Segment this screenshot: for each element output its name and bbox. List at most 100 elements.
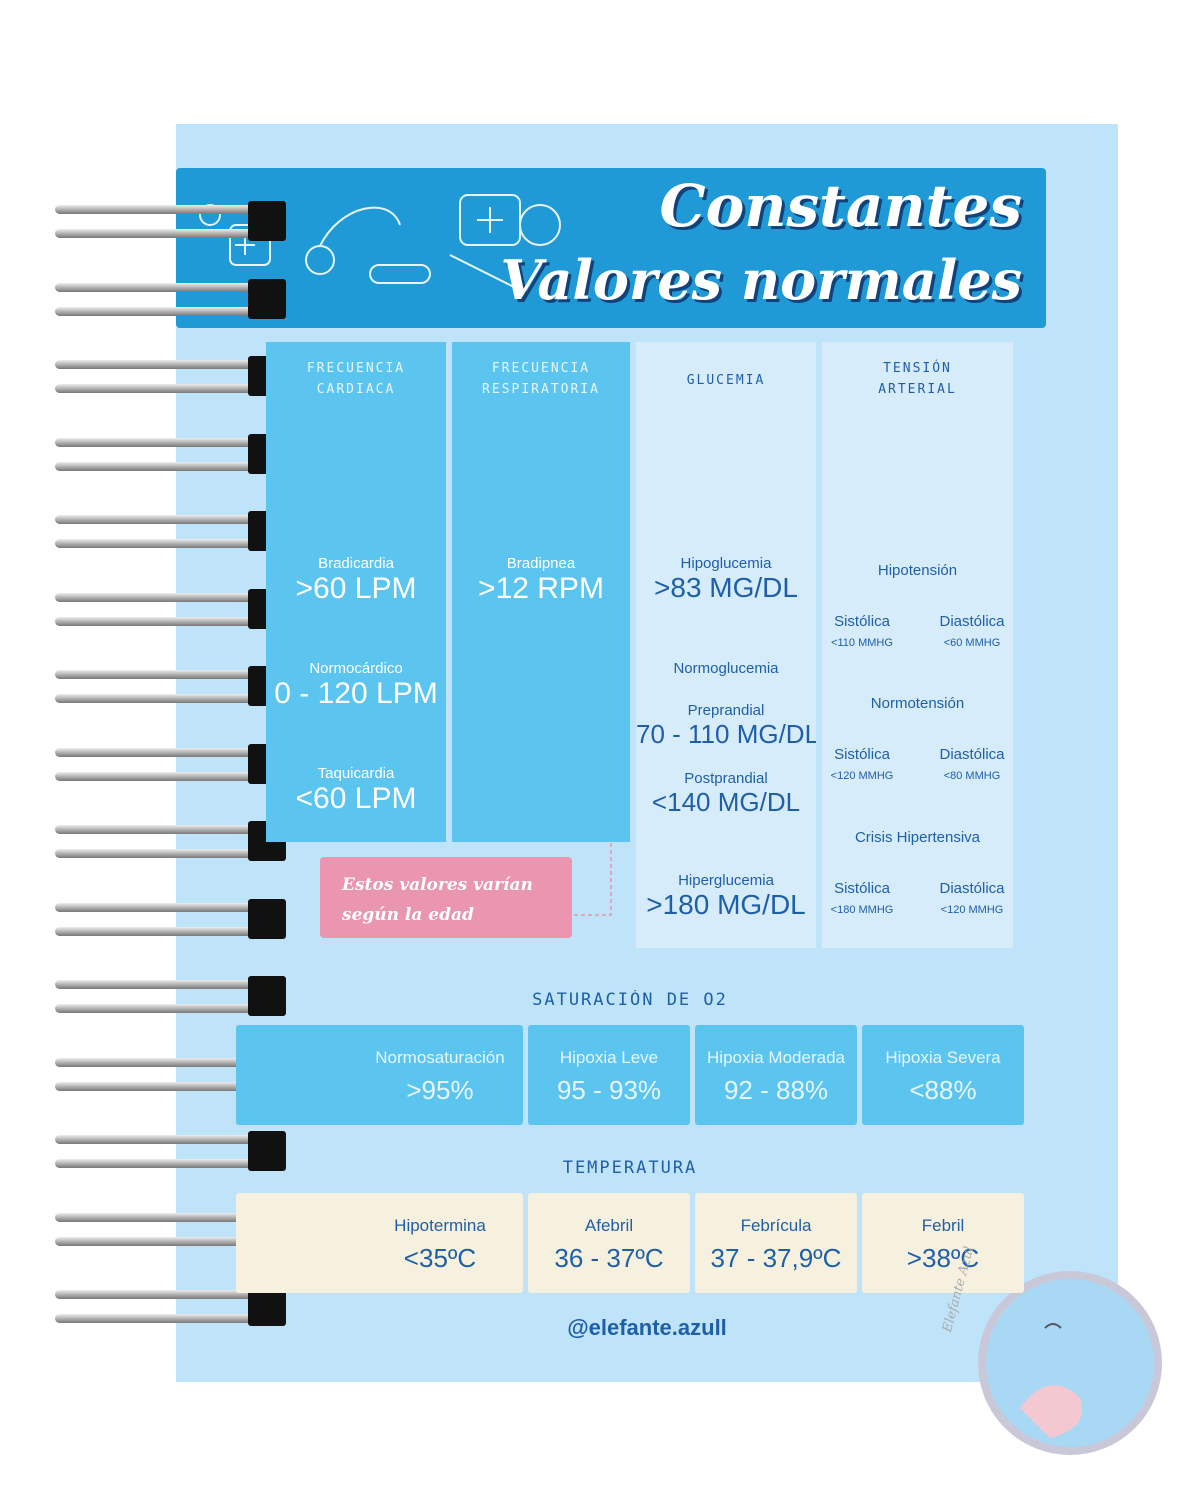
- section-title: TEMPERATURA: [562, 1158, 698, 1178]
- item-label: Diastólica: [939, 613, 1005, 630]
- item-label: Diastólica: [939, 880, 1005, 897]
- ring-clip: [248, 1131, 286, 1171]
- item-label: Bradicardia: [318, 555, 394, 572]
- item-label: Postprandial: [684, 770, 768, 787]
- value-card: [862, 1025, 1024, 1125]
- item-label: Sistólica: [834, 880, 890, 897]
- card-value: <88%: [909, 1075, 977, 1105]
- card-label: Hipotermina: [394, 1216, 486, 1235]
- header-subtitle: Valores normales: [500, 248, 1022, 312]
- column-card: [266, 342, 446, 842]
- card-label: Hipoxia Severa: [885, 1048, 1001, 1067]
- item-value: >12 RPM: [478, 572, 604, 605]
- ring-wire: [55, 825, 275, 834]
- item-label: Bradipnea: [506, 555, 576, 572]
- ring-wire: [55, 205, 275, 214]
- ring-wire: [55, 515, 275, 524]
- medical-doodles: [199, 194, 561, 291]
- item-value: >83 MG/DL: [654, 572, 798, 603]
- item-label: Normocárdico: [309, 660, 403, 677]
- ring-wire: [55, 1004, 275, 1013]
- ring-wire: [55, 926, 275, 936]
- value-card: [695, 1193, 857, 1293]
- ring-wire: [55, 1212, 275, 1222]
- ring-wire: [55, 1081, 275, 1091]
- ring-wire: [55, 694, 275, 703]
- column-title: FRECUENCIA RESPIRATORIA: [482, 361, 600, 397]
- group-label: Normotensión: [870, 695, 965, 712]
- item-label: Hiperglucemia: [678, 872, 774, 889]
- value-card: [695, 1025, 857, 1125]
- ring-clip: [248, 976, 286, 1016]
- ring-wire: [55, 1290, 275, 1299]
- item-value: 70 - 110 MG/DL: [636, 719, 816, 749]
- column-title: TENSIÓN ARTERIAL: [878, 361, 957, 397]
- column-card: [452, 342, 630, 842]
- item-value: <120 MMHG: [830, 770, 894, 782]
- ring-clip: [248, 898, 286, 939]
- ring-wire: [55, 229, 275, 238]
- ring-clip: [248, 201, 286, 241]
- card-label: Hipoxia Leve: [559, 1048, 659, 1067]
- card-value: >95%: [406, 1075, 474, 1105]
- ring-wire: [55, 437, 275, 447]
- item-value: <110 MMHG: [831, 637, 893, 649]
- value-card: [236, 1193, 523, 1293]
- item-value: <180 MMHG: [830, 904, 894, 916]
- item-label: Sistólica: [834, 613, 890, 630]
- ring-wire: [55, 539, 275, 548]
- item-label: Hipoglucemia: [680, 555, 772, 572]
- elephant-logo: [978, 1271, 1162, 1455]
- item-label: Sistólica: [834, 746, 890, 763]
- ring-wire: [55, 306, 275, 316]
- group-label: Crisis Hipertensiva: [854, 829, 981, 846]
- item-value: <140 MG/DL: [651, 787, 801, 817]
- card-label: Afebril: [584, 1216, 634, 1235]
- item-label: Taquicardia: [317, 765, 395, 782]
- ring-wire: [55, 616, 275, 626]
- ring-wire: [55, 980, 275, 989]
- note: Estos valores varían según la edad: [320, 857, 572, 938]
- ring-wire: [55, 360, 275, 369]
- item-value: >60 LPM: [295, 572, 417, 605]
- header-bar: [176, 168, 1046, 328]
- item-value: >180 MG/DL: [646, 889, 806, 920]
- ring-wire: [55, 902, 275, 912]
- item-value: <60 MMHG: [943, 637, 1001, 649]
- ring-wire: [55, 461, 275, 471]
- ring-wire: [55, 1135, 275, 1144]
- ring-wire: [55, 747, 275, 757]
- ring-wire: [55, 384, 275, 393]
- value-card: [528, 1025, 690, 1125]
- item-value: <80 MMHG: [943, 770, 1001, 782]
- ring-wire: [55, 592, 275, 602]
- card-value: 95 - 93%: [556, 1075, 662, 1105]
- section-title: SATURACIÓN DE O2: [532, 990, 728, 1010]
- item-label: Normoglucemia: [673, 660, 779, 677]
- ring-wire: [55, 1057, 275, 1067]
- ring-wire: [55, 1314, 275, 1323]
- card-label: Normosaturación: [375, 1048, 505, 1067]
- item-value: <120 MMHG: [940, 904, 1004, 916]
- item-label: Preprandial: [687, 702, 765, 719]
- column-title: FRECUENCIA CARDIACA: [306, 361, 406, 397]
- card-value: 92 - 88%: [723, 1075, 829, 1105]
- item-value: <60 LPM: [295, 782, 417, 815]
- ring-wire: [55, 771, 275, 781]
- item-label: Diastólica: [939, 746, 1005, 763]
- ring-wire: [55, 1159, 275, 1168]
- item-value: 0 - 120 LPM: [274, 677, 438, 710]
- ring-clip: [248, 278, 286, 319]
- card-value: >38ºC: [906, 1243, 980, 1273]
- card-label: Hipoxia Moderada: [707, 1048, 845, 1067]
- card-label: Febrícula: [740, 1216, 812, 1235]
- value-card: [528, 1193, 690, 1293]
- ring-wire: [55, 1236, 275, 1246]
- card-value: <35ºC: [403, 1243, 477, 1273]
- ring-wire: [55, 282, 275, 292]
- column-card: [822, 342, 1013, 948]
- ring-wire: [55, 849, 275, 858]
- group-label: Hipotensión: [877, 562, 958, 579]
- column-card: [636, 342, 816, 948]
